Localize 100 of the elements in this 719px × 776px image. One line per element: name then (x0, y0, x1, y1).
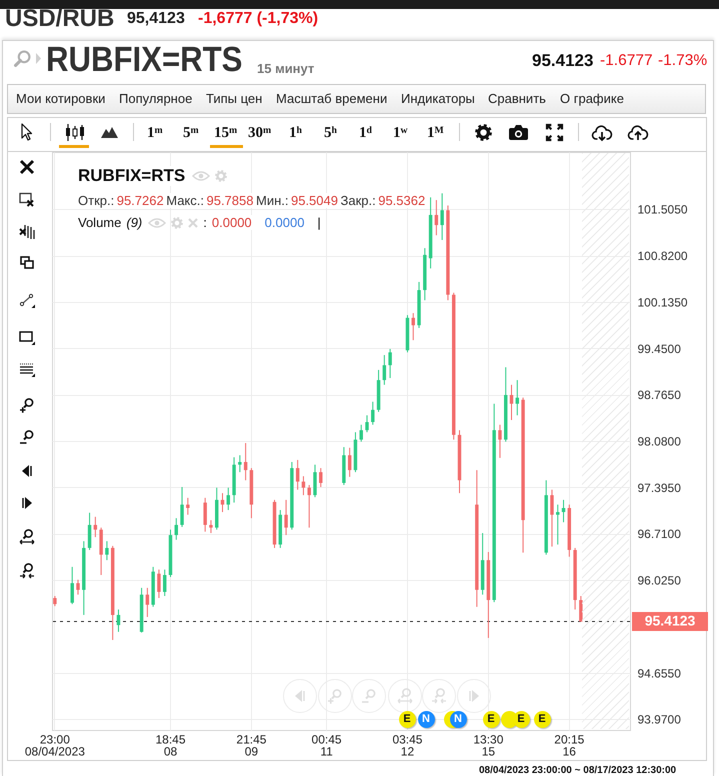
candlestick (70, 566, 74, 605)
annotation: 0.0000 (264, 214, 304, 230)
candlestick (180, 486, 184, 528)
annotation: E (487, 712, 495, 724)
text: О графике (560, 90, 624, 106)
annotation: 95.5362 (378, 192, 426, 208)
x-tick-label: 21:45 09 (236, 732, 267, 758)
y-tick-label: 96.0250 (638, 574, 682, 588)
text: Масштаб времени (276, 90, 388, 106)
candlestick (157, 569, 161, 599)
annotation: Volume (78, 214, 122, 230)
badge: E (534, 710, 550, 728)
candlestick (579, 595, 583, 622)
annotation: RUBFIX=RTS (78, 166, 186, 186)
y-tick-label: 100.8200 (638, 249, 688, 264)
annotation: Закр.: (340, 192, 376, 208)
text: -1.73% (658, 52, 708, 70)
text: 95,4123 (127, 10, 185, 28)
badge: E (482, 710, 500, 728)
annotation: N (422, 712, 430, 724)
ref-line-label: 95.4123 (644, 612, 696, 629)
x-tick-label: 23:00 08/04/2023 (24, 732, 86, 758)
candlestick (146, 587, 150, 618)
text: Мои котировки (16, 90, 106, 106)
text: 5$^{h}$ (324, 124, 337, 143)
y-tick-label: 96.7100 (638, 527, 682, 542)
y-tick-label: 101.5050 (638, 202, 688, 217)
text: 1$^{w}$ (393, 124, 408, 143)
candlestick (226, 487, 230, 511)
annotation: Мин.: (256, 192, 288, 208)
x-tick-label: 20:15 16 (554, 732, 585, 758)
candlestick (388, 348, 392, 379)
annotation: E (403, 712, 411, 724)
candlestick (302, 476, 306, 496)
annotation: : (203, 214, 207, 230)
annotation: Макс.: (166, 192, 204, 208)
candlestick (498, 424, 502, 458)
candlestick (53, 595, 57, 607)
annotation: E (538, 712, 546, 724)
badge: E (512, 710, 530, 728)
candlestick (516, 380, 520, 416)
annotation: N (454, 712, 462, 724)
y-tick-label: 98.7650 (638, 388, 682, 402)
text: 30$^{m}$ (248, 124, 272, 143)
annotation: | (317, 214, 321, 230)
text: Типы цен (206, 90, 262, 106)
annotation: 0.0000 (212, 214, 252, 230)
x-tick-label: 13:30 15 (473, 732, 504, 758)
text: -1,6777 (-1,73%) (198, 10, 318, 28)
y-tick-label: 98.0800 (638, 434, 682, 448)
text: Популярное (119, 90, 192, 106)
candlestick (550, 489, 554, 548)
text: 08/04/2023 23:00:00 ~ 08/17/2023 12:30:00 (479, 765, 676, 776)
text: Сравнить (488, 90, 546, 106)
chart-subtitle: 15 минут (257, 60, 314, 76)
candlestick (88, 512, 92, 550)
text: USD/RUB (5, 5, 114, 33)
annotation: (9) (126, 214, 142, 230)
chart-title: RUBFIX=RTS (46, 40, 242, 80)
x-tick-label: 03:45 12 (392, 732, 423, 758)
x-tick-label: 18:45 08 (155, 732, 186, 758)
y-tick-label: 94.6550 (638, 666, 682, 680)
candlestick (105, 540, 109, 561)
text: -1.6777 (600, 52, 653, 70)
candlestick (319, 468, 323, 488)
y-tick-label: 100.1350 (638, 295, 688, 310)
candlestick (371, 401, 375, 426)
annotation: Откр.: (78, 192, 114, 208)
candlestick (238, 454, 242, 473)
x-tick-label: 00:45 11 (312, 732, 342, 758)
candlestick (412, 312, 415, 341)
candlestick (382, 354, 386, 386)
candlestick (348, 447, 352, 478)
annotation: 95.7262 (116, 192, 164, 208)
candlestick (209, 520, 213, 534)
text: 1$^{d}$ (359, 124, 372, 143)
annotation: 95.7858 (206, 192, 254, 208)
candlestick (434, 200, 438, 236)
text: Индикаторы (401, 90, 475, 106)
annotation: 95.5049 (290, 192, 338, 208)
y-tick-label: 93.9700 (638, 712, 682, 727)
candlestick (562, 499, 566, 523)
y-tick-label: 97.3950 (638, 480, 682, 495)
candlestick (359, 424, 363, 442)
badge: N (418, 710, 434, 728)
candlestick (440, 192, 444, 240)
badge: E (398, 710, 416, 728)
y-tick-label: 99.4500 (638, 342, 682, 356)
candlestick (203, 497, 207, 532)
text: 1$^{M}$ (427, 124, 444, 143)
text: 95.4123 (532, 51, 594, 71)
candlestick (162, 569, 166, 596)
candlestick (174, 518, 178, 540)
text: 1$^{h}$ (289, 124, 302, 143)
annotation: E (517, 712, 525, 724)
text: 15$^{m}$ (214, 124, 238, 143)
candlestick (307, 484, 311, 528)
candlestick (244, 442, 248, 481)
text: 1$^{m}$ (147, 124, 163, 143)
candlestick (556, 504, 560, 546)
